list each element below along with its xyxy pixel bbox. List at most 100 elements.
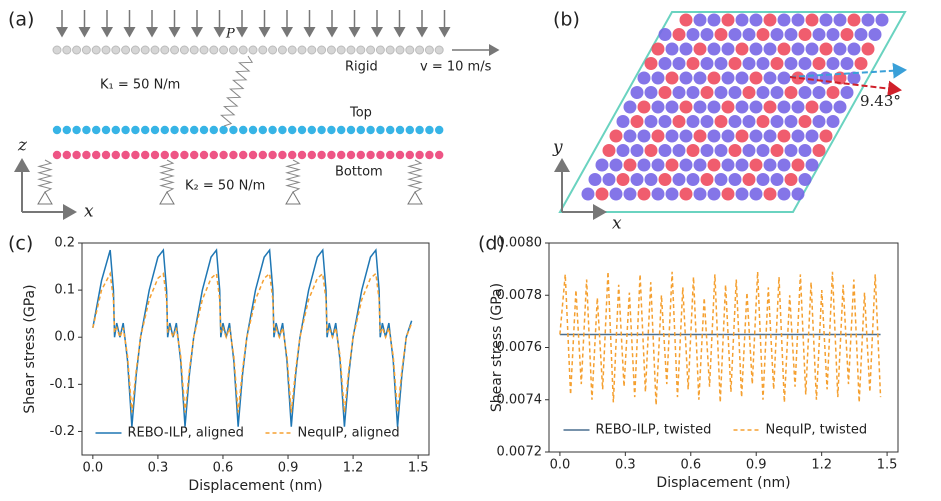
rigid-atom (424, 45, 434, 55)
series-line (92, 271, 413, 413)
atom-red (798, 115, 812, 128)
bottom-atom (356, 150, 365, 160)
rigid-atom (228, 45, 238, 55)
atom-red (609, 129, 623, 143)
rigid-atom (189, 45, 199, 55)
bottom-atom (297, 150, 307, 160)
bottom-atom (101, 150, 111, 160)
top-atom (425, 125, 434, 135)
atom-red (819, 42, 833, 56)
top-atom (356, 125, 365, 135)
atom-red (721, 100, 735, 114)
atom-blue (770, 86, 784, 99)
atom-red (700, 173, 714, 186)
top-atom (307, 125, 316, 135)
atom-blue (686, 115, 700, 128)
top-atom (199, 125, 209, 135)
atom-blue (623, 100, 637, 114)
atom-red (735, 42, 749, 56)
top-atom (239, 125, 248, 135)
rigid-atom (277, 45, 287, 55)
rigid-atom (121, 45, 131, 55)
rigid-atom (415, 45, 425, 55)
plot-frame (81, 242, 430, 456)
atom-red (770, 144, 784, 157)
x-tick-label: 1.2 (343, 461, 364, 476)
atom-blue (609, 158, 623, 172)
rigid-atom (405, 45, 415, 55)
atom-blue (833, 13, 847, 27)
rigid-atom (52, 45, 62, 55)
bottom-atom (180, 150, 189, 160)
spring (159, 159, 175, 193)
y-tick-label: 0.0074 (497, 392, 543, 407)
x-tick-label: 0.9 (746, 458, 767, 473)
atom-blue (784, 57, 798, 70)
atom-blue (805, 42, 819, 56)
top-atom (62, 125, 71, 135)
bottom-atom (209, 150, 218, 160)
rigid-atom (160, 45, 170, 55)
atom-red (805, 13, 819, 27)
spring (220, 55, 254, 127)
rigid-atom (81, 45, 91, 55)
legend-label: REBO-ILP, twisted (596, 423, 712, 438)
top-atom (141, 125, 150, 135)
bottom-atom (141, 150, 150, 160)
atom-blue (875, 13, 889, 27)
bottom-atom (376, 150, 385, 160)
spring (407, 159, 423, 193)
atom-blue (812, 28, 826, 41)
atom-blue (749, 187, 763, 201)
atom-red (679, 187, 693, 201)
atom-red (721, 13, 735, 27)
axis-y: y (552, 138, 563, 158)
atom-blue (644, 86, 658, 99)
atom-blue (749, 100, 763, 114)
atom-blue (812, 86, 826, 99)
rigid-atom (434, 45, 444, 55)
atom-blue (679, 71, 693, 85)
atom-blue (763, 158, 777, 172)
top-atom (219, 125, 228, 135)
atom-blue (721, 129, 735, 143)
atom-red (672, 28, 686, 41)
atom-blue (805, 158, 819, 172)
top-atom (376, 125, 385, 135)
top-atom (288, 125, 297, 135)
atom-red (679, 100, 693, 114)
top-atom (160, 125, 169, 135)
panel-label: (a) (8, 9, 34, 31)
atom-red (749, 158, 763, 172)
x-tick-label: 0.3 (615, 458, 636, 473)
rigid-atom (326, 45, 336, 55)
y-tick-label: 0.0078 (497, 288, 543, 303)
spring (37, 159, 53, 193)
atom-blue (665, 42, 679, 56)
atom-blue (798, 173, 812, 186)
atom-blue (826, 28, 840, 41)
legend-label: NequIP, aligned (298, 426, 400, 441)
rigid-label: Rigid (345, 60, 378, 75)
bottom-atom (229, 150, 238, 160)
spring (285, 159, 301, 193)
top-atom (297, 125, 307, 135)
top-atom (395, 125, 405, 135)
atom-red (763, 13, 777, 27)
atom-blue (630, 86, 644, 99)
atom-red (721, 187, 735, 201)
top-atom (366, 125, 375, 135)
rigid-atom (395, 45, 405, 55)
atom-blue (672, 86, 686, 99)
atom-blue (616, 144, 630, 157)
atom-red (637, 100, 651, 114)
rigid-atom (150, 45, 160, 55)
atom-red (847, 13, 861, 27)
atom-blue (819, 100, 833, 114)
y-tick-label: 0.2 (54, 236, 75, 251)
atom-red (714, 28, 728, 41)
y-tick-label: -0.1 (50, 377, 75, 392)
atom-blue (707, 100, 721, 114)
rigid-atom (248, 45, 258, 55)
